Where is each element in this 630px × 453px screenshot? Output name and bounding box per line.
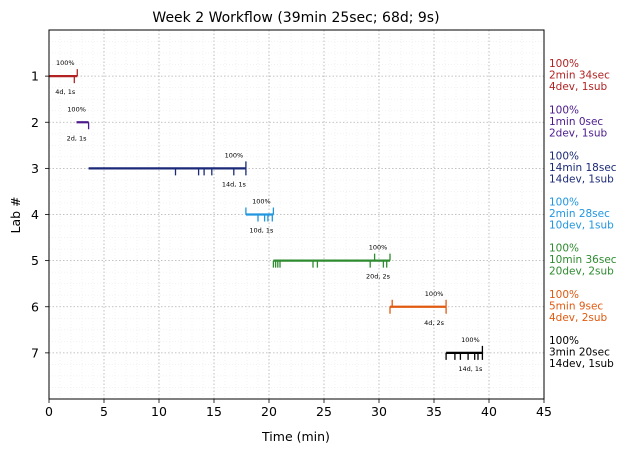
x-axis: 0 5 10 15 20 25 30 35 40 45 xyxy=(45,399,552,419)
completion-percent-label: 100% xyxy=(56,59,75,67)
x-tick-label: 15 xyxy=(206,404,222,419)
summary-line: 14min 18sec xyxy=(549,162,617,174)
summary-line: 5min 9sec xyxy=(549,300,603,312)
x-tick-label: 35 xyxy=(426,404,442,419)
y-axis-label: Lab # xyxy=(8,196,23,233)
count-label: 4d, 1s xyxy=(55,88,76,96)
summary-line: 100% xyxy=(549,289,579,301)
lab-5-track: 100% 20d, 2s xyxy=(272,244,391,281)
y-tick-label: 1 xyxy=(31,69,39,84)
summary-line: 100% xyxy=(549,243,579,255)
summary-line: 100% xyxy=(549,58,579,70)
lab-6-track: 100% 4d, 2s xyxy=(389,290,447,327)
x-axis-label: Time (min) xyxy=(261,429,330,444)
summary-line: 10min 36sec xyxy=(549,254,617,266)
x-tick-label: 0 xyxy=(45,404,53,419)
lab-4-track: 100% 10d, 1s xyxy=(245,198,275,235)
completion-percent-label: 100% xyxy=(369,244,388,252)
x-tick-label: 25 xyxy=(316,404,332,419)
y-tick-label: 6 xyxy=(31,299,39,314)
count-label: 2d, 1s xyxy=(67,134,88,142)
summary-line: 3min 20sec xyxy=(549,346,610,358)
y-tick-label: 2 xyxy=(31,115,39,130)
y-tick-label: 4 xyxy=(31,207,39,222)
completion-percent-label: 100% xyxy=(425,290,444,298)
x-tick-label: 45 xyxy=(536,404,552,419)
summary-line: 100% xyxy=(549,150,579,162)
summary-line: 100% xyxy=(549,335,579,347)
lab-2-track: 100% 2d, 1s xyxy=(67,105,90,142)
summary-line: 4dev, 1sub xyxy=(549,81,608,93)
count-label: 14d, 1s xyxy=(458,365,483,373)
count-label: 4d, 2s xyxy=(424,319,445,327)
summary-line: 100% xyxy=(549,104,579,116)
count-label: 20d, 2s xyxy=(366,273,391,281)
lab-1-track: 100% 4d, 1s xyxy=(49,59,78,96)
summary-line: 100% xyxy=(549,197,579,209)
summary-line: 20dev, 2sub xyxy=(549,266,614,278)
summary-line: 2min 34sec xyxy=(549,70,610,82)
summary-line: 2min 28sec xyxy=(549,208,610,220)
summary-line: 2dev, 1sub xyxy=(549,127,608,139)
summary-line: 14dev, 1sub xyxy=(549,173,614,185)
y-tick-label: 7 xyxy=(31,345,39,360)
summary-line: 4dev, 2sub xyxy=(549,312,608,324)
summary-line: 1min 0sec xyxy=(549,116,603,128)
lab-7-track: 100% 14d, 1s xyxy=(445,336,484,373)
summary-line: 10dev, 1sub xyxy=(549,220,614,232)
completion-percent-label: 100% xyxy=(225,151,244,159)
x-tick-label: 5 xyxy=(100,404,108,419)
completion-percent-label: 100% xyxy=(252,198,271,206)
chart-title: Week 2 Workflow (39min 25sec; 68d; 9s) xyxy=(152,10,439,26)
y-tick-label: 5 xyxy=(31,253,39,268)
count-label: 14d, 1s xyxy=(222,180,247,188)
count-label: 10d, 1s xyxy=(249,227,274,235)
x-tick-label: 30 xyxy=(371,404,387,419)
summary-line: 14dev, 1sub xyxy=(549,358,614,370)
completion-percent-label: 100% xyxy=(67,105,86,113)
x-tick-label: 20 xyxy=(261,404,277,419)
completion-percent-label: 100% xyxy=(461,336,480,344)
series-layer: 100% 4d, 1s 100% 2d, 1s 100% 14d, 1s 100% 10d, … xyxy=(49,59,484,373)
x-tick-label: 10 xyxy=(151,404,167,419)
x-tick-label: 40 xyxy=(481,404,497,419)
lab-3-track: 100% 14d, 1s xyxy=(88,151,247,188)
y-tick-label: 3 xyxy=(31,161,39,176)
y-axis: 1 2 3 4 5 6 7 xyxy=(31,69,49,360)
